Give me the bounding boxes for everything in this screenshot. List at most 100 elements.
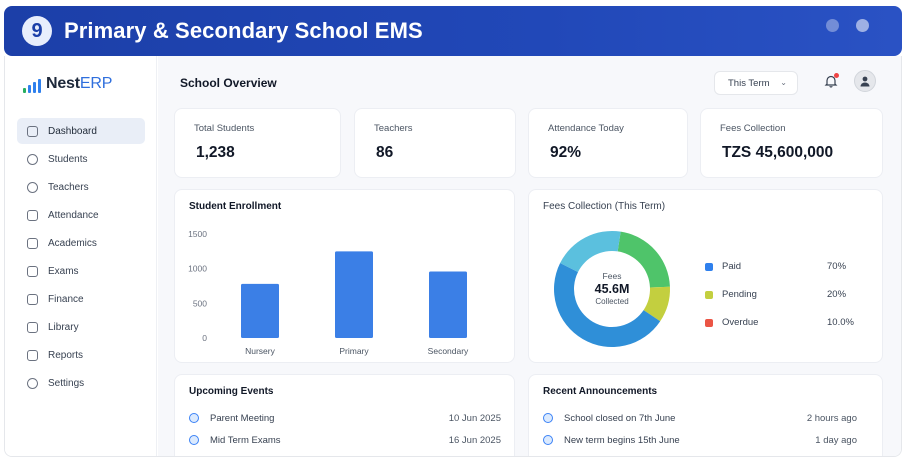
sidebar-item-attendance[interactable]: Attendance	[17, 202, 145, 228]
sidebar-item-exams[interactable]: Exams	[17, 258, 145, 284]
stat-card-attendance: Attendance Today 92%	[528, 108, 688, 178]
donut-teal-segment[interactable]	[560, 231, 621, 272]
notification-dot	[834, 73, 839, 78]
legend-label: Overdue	[722, 317, 759, 328]
sidebar-item-settings[interactable]: Settings	[17, 370, 145, 396]
app-window: NestERP Dashboard Students Teachers Atte…	[4, 56, 902, 457]
logo-accent-text: ERP	[79, 75, 113, 92]
sidebar-item-reports[interactable]: Reports	[17, 342, 145, 368]
y-tick-label: 0	[202, 333, 207, 343]
sidebar-item-academics[interactable]: Academics	[17, 230, 145, 256]
bar-primary[interactable]	[335, 251, 373, 338]
calendar-icon	[189, 413, 199, 423]
legend-pct: 20%	[827, 289, 847, 300]
sidebar-item-finance[interactable]: Finance	[17, 286, 145, 312]
term-select-value: This Term	[728, 77, 770, 89]
legend-pct: 10.0%	[827, 317, 854, 328]
chevron-down-icon: ⌄	[780, 78, 787, 87]
avatar[interactable]	[854, 70, 876, 92]
announcements-card: Recent Announcements School closed on 7t…	[528, 374, 883, 456]
sidebar-item-label: Students	[48, 153, 88, 165]
stat-label: Attendance Today	[548, 123, 624, 134]
sidebar-item-students[interactable]: Students	[17, 146, 145, 172]
legend-swatch	[705, 290, 713, 299]
term-select[interactable]: This Term ⌄	[714, 71, 798, 95]
stat-card-teachers: Teachers 86	[354, 108, 516, 178]
title-banner: 9 Primary & Secondary School EMS	[4, 6, 902, 56]
minimize-icon[interactable]	[826, 19, 839, 32]
clipboard-icon	[27, 265, 38, 277]
fees-card: Fees Collection (This Term) Fees 45.6M C…	[528, 189, 883, 363]
user-icon	[860, 76, 870, 87]
donut-center-value: 45.6M	[594, 282, 630, 296]
maximize-icon[interactable]	[856, 19, 869, 32]
logo-bars-icon	[23, 79, 41, 93]
sidebar-item-label: Dashboard	[48, 125, 97, 137]
legend-overdue: Overdue 10.0%	[705, 317, 855, 328]
event-date: 16 Jun 2025	[448, 434, 501, 446]
announcement-time: 2 hours ago	[806, 412, 857, 424]
sidebar-item-label: Settings	[48, 377, 85, 389]
legend-swatch	[705, 262, 713, 271]
announcement-time: 1 day ago	[815, 434, 857, 446]
donut-center-top: Fees	[602, 271, 622, 281]
stat-label: Fees Collection	[720, 123, 786, 134]
sidebar-item-label: Teachers	[48, 181, 89, 193]
page-title: School Overview	[180, 76, 277, 90]
stat-card-fees: Fees Collection TZS 45,600,000	[700, 108, 883, 178]
event-label: Mid Term Exams	[210, 434, 281, 446]
number-badge: 9	[22, 16, 52, 46]
bar-nursery[interactable]	[241, 283, 279, 338]
legend-pending: Pending 20%	[705, 289, 855, 300]
stat-card-students: Total Students 1,238	[174, 108, 341, 178]
donut-center: Fees 45.6M Collected	[577, 271, 647, 306]
legend-label: Pending	[722, 289, 757, 300]
book-icon	[27, 237, 38, 249]
sidebar-item-dashboard[interactable]: Dashboard	[17, 118, 145, 144]
legend-swatch	[705, 318, 713, 327]
stat-label: Teachers	[374, 123, 413, 134]
banner-title: Primary & Secondary School EMS	[64, 18, 423, 43]
sidebar-item-label: Academics	[48, 237, 97, 249]
list-item[interactable]: Mid Term Exams 16 Jun 2025	[189, 432, 501, 448]
x-tick-label: Nursery	[245, 346, 276, 356]
legend-paid: Paid 70%	[705, 261, 855, 272]
home-icon	[27, 125, 38, 137]
announcement-label: School closed on 7th June	[564, 412, 676, 424]
app-logo[interactable]: NestERP	[23, 75, 112, 93]
donut-green-segment[interactable]	[617, 231, 670, 288]
list-item[interactable]: School closed on 7th June 2 hours ago	[543, 410, 857, 426]
stat-value: 92%	[550, 144, 582, 161]
calendar-check-icon	[27, 209, 38, 221]
donut-pending-segment[interactable]	[643, 286, 670, 322]
enrollment-title: Student Enrollment	[189, 201, 282, 212]
list-item[interactable]: New term begins 15th June 1 day ago	[543, 432, 857, 448]
announcement-label: New term begins 15th June	[564, 434, 680, 446]
donut-paid-segment[interactable]	[554, 263, 661, 347]
x-tick-label: Primary	[339, 346, 369, 356]
bell-icon[interactable]	[824, 74, 838, 88]
stat-value: TZS 45,600,000	[722, 144, 834, 161]
sidebar-item-library[interactable]: Library	[17, 314, 145, 340]
legend-label: Paid	[722, 261, 742, 272]
sidebar-nav: Dashboard Students Teachers Attendance A…	[17, 118, 145, 398]
stat-label: Total Students	[194, 123, 255, 134]
legend-pct: 70%	[827, 261, 847, 272]
calendar-icon	[189, 435, 199, 445]
enrollment-chart: 0 500 1000 1500 Nursery Primary Secondary	[188, 229, 469, 356]
sidebar-item-label: Reports	[48, 349, 84, 361]
fees-donut-chart	[554, 231, 670, 347]
list-item[interactable]: Parent Meeting 10 Jun 2025	[189, 410, 501, 426]
y-tick-label: 1000	[188, 264, 207, 274]
stat-value: 1,238	[196, 144, 235, 161]
users-icon	[27, 153, 38, 165]
gear-icon	[27, 377, 38, 389]
sidebar: NestERP Dashboard Students Teachers Atte…	[5, 56, 157, 456]
donut-center-bottom: Collected	[595, 297, 629, 306]
bar-secondary[interactable]	[429, 271, 467, 338]
sidebar-item-teachers[interactable]: Teachers	[17, 174, 145, 200]
enrollment-card: Student Enrollment 0 500 1000 1500 Nursery Pr…	[174, 189, 515, 363]
logo-text: Nest	[46, 75, 80, 92]
sidebar-item-label: Library	[48, 321, 79, 333]
teacher-icon	[27, 181, 38, 193]
